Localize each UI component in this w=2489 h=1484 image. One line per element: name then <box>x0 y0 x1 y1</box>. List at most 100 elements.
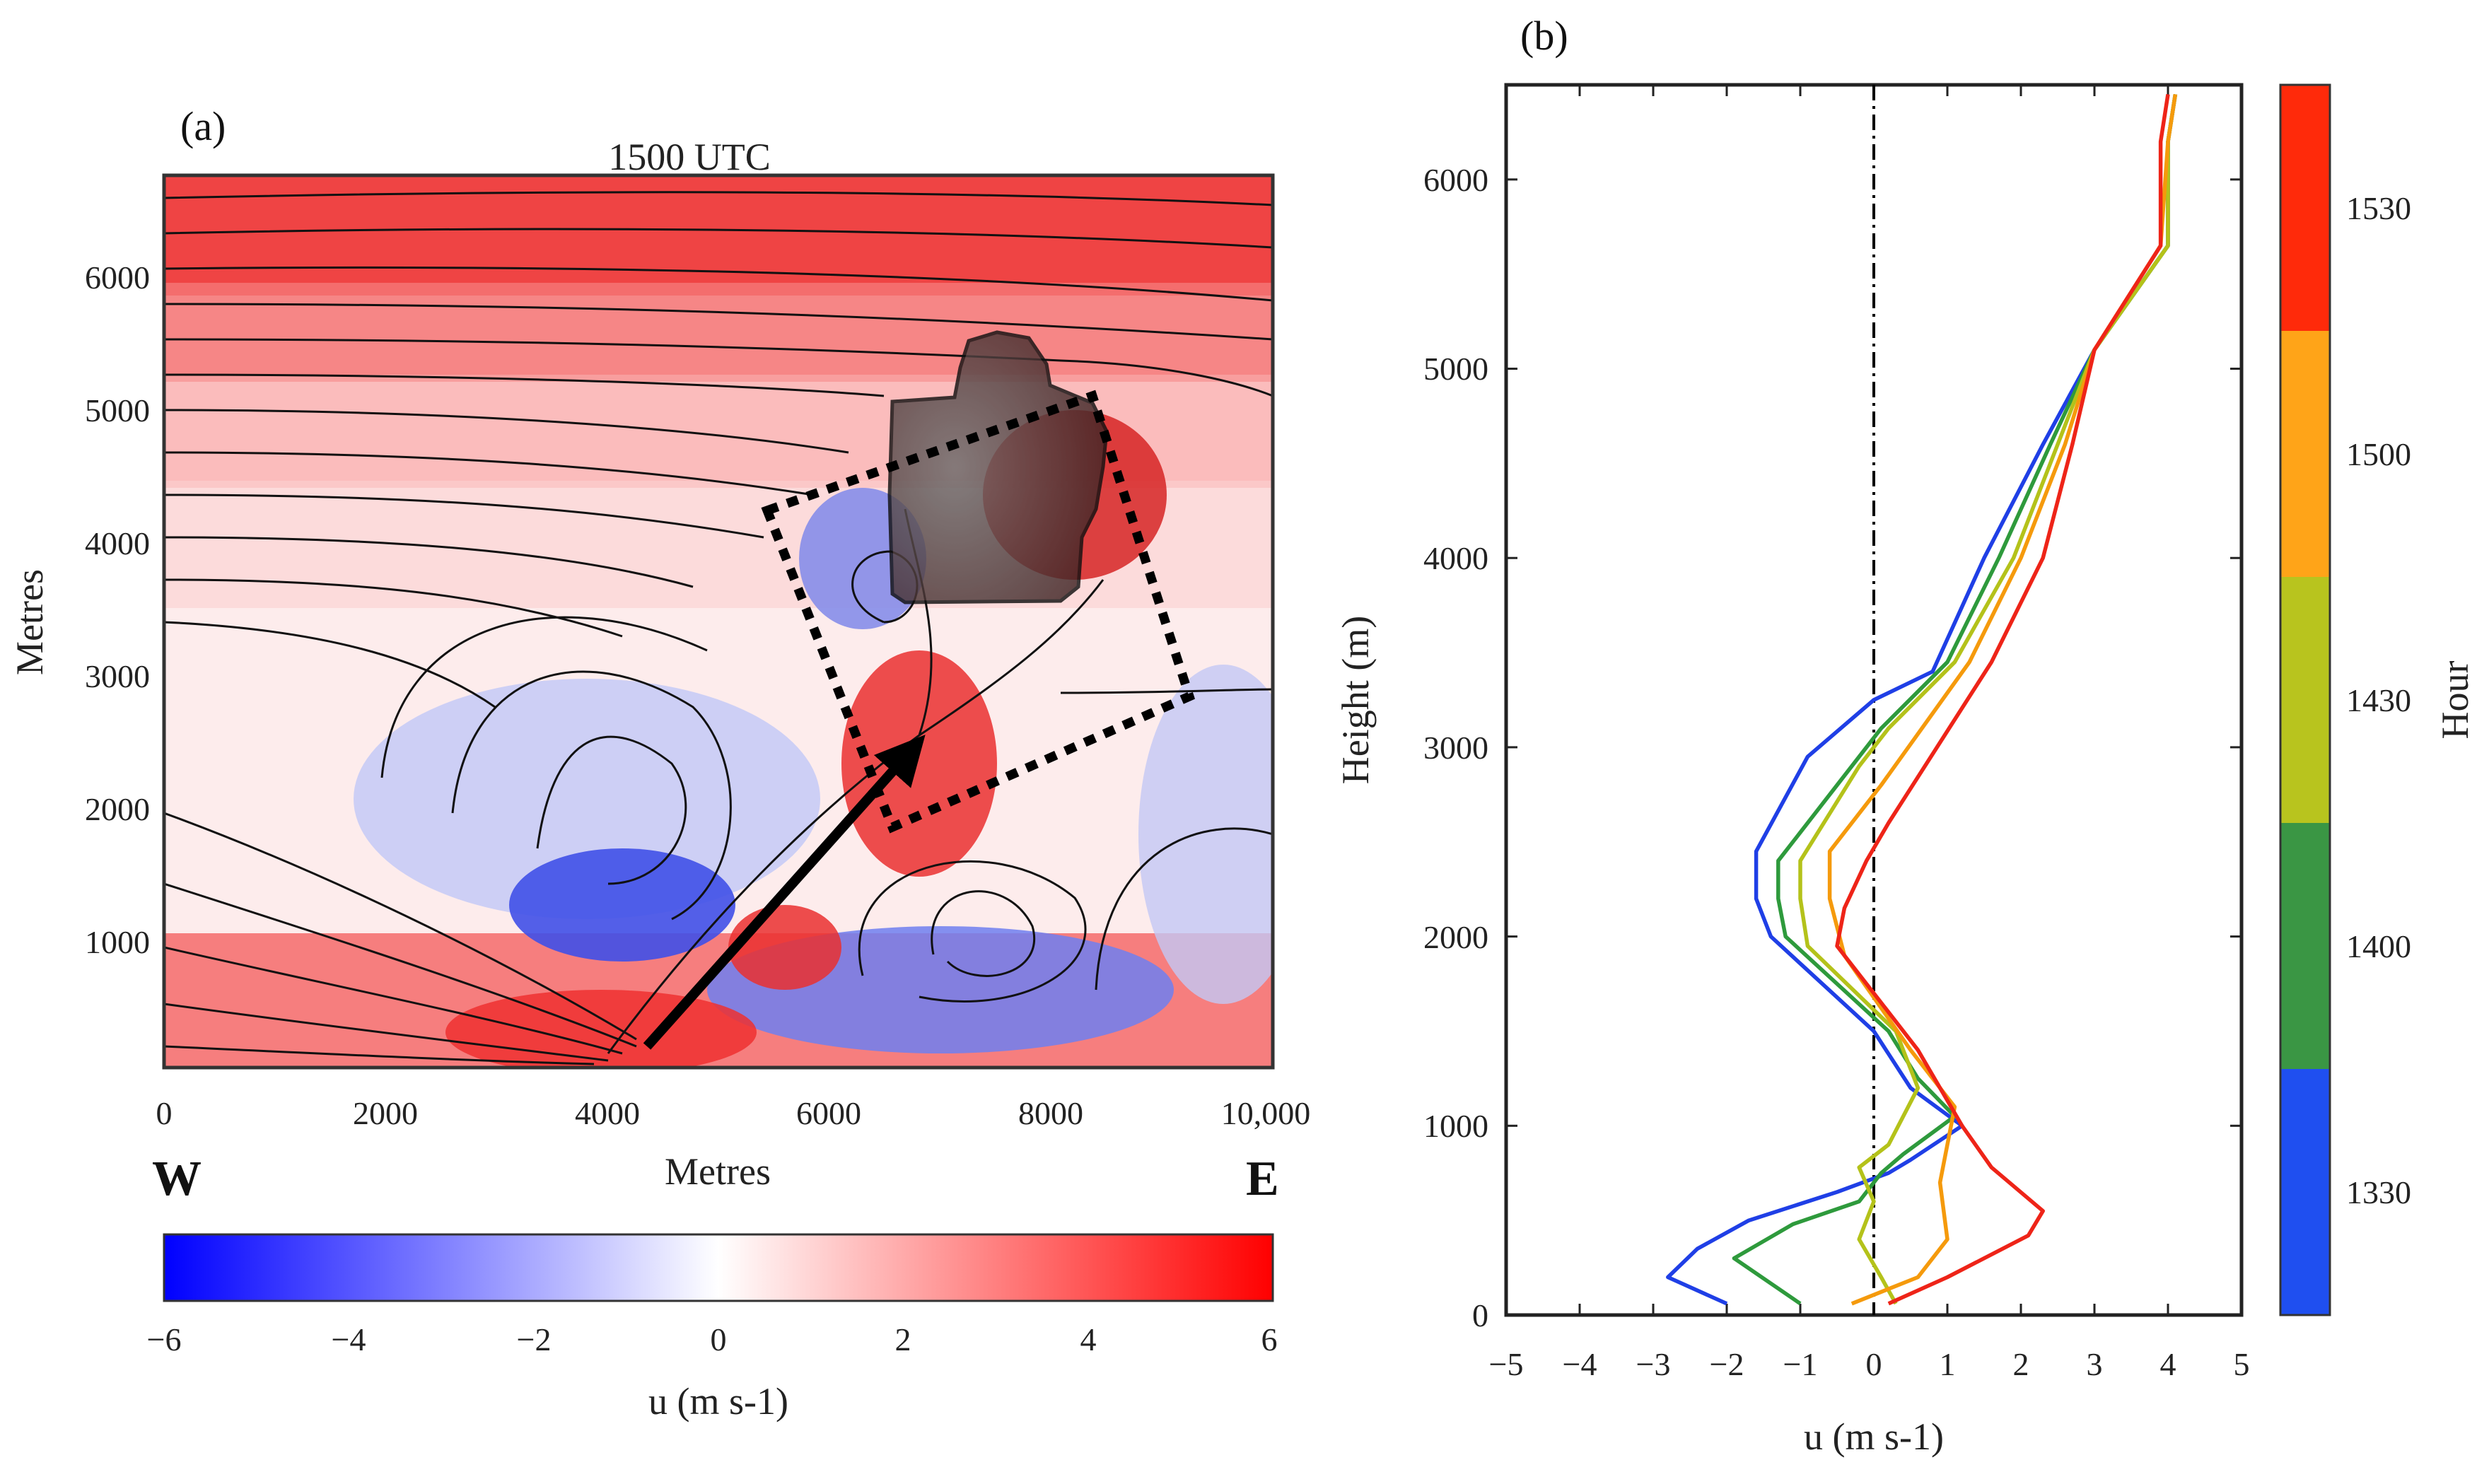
hour-band-1330 <box>2280 1069 2330 1315</box>
y-tick-label: 2000 <box>85 791 150 827</box>
y-tick-label: 6000 <box>1423 162 1488 198</box>
profile-line-1330 <box>1666 93 2178 1306</box>
u-colorbar <box>163 1233 1274 1302</box>
hour-band-1430 <box>2280 577 2330 823</box>
x-tick-label: 3 <box>2087 1346 2103 1382</box>
x-tick-label: 10,000 <box>1221 1095 1311 1131</box>
panel-a-frame <box>162 173 1275 1070</box>
x-tick-label: 5 <box>2234 1346 2250 1382</box>
x-tick-label: −5 <box>1489 1346 1524 1382</box>
hour-tick-label: 1330 <box>2346 1174 2411 1210</box>
panel-b-y-ticks: 0 1000 2000 3000 4000 5000 6000 <box>1423 162 1488 1333</box>
hour-colorbar-ticks: 1330 1400 1430 1500 1530 <box>2346 190 2411 1210</box>
x-tick-label: −4 <box>1563 1346 1597 1382</box>
panel-b-x-ticks: −5 −4 −3 −2 −1 0 1 2 3 4 5 <box>1489 1346 2250 1382</box>
blue-region-east <box>1138 665 1273 1004</box>
panel-b-y-label: Height (m) <box>1334 616 1377 784</box>
profile-line-1530 <box>1835 93 2170 1306</box>
hour-band-1400 <box>2280 823 2330 1069</box>
dashed-box <box>761 390 1195 834</box>
hour-tick-label: 1530 <box>2346 190 2411 226</box>
streamline <box>164 578 623 638</box>
streamline <box>164 228 1273 249</box>
y-tick-label: 3000 <box>1423 730 1488 766</box>
streamline <box>164 338 1273 397</box>
u-colorbar-label: u (m s-1) <box>648 1380 788 1422</box>
x-tick-label: 1 <box>1940 1346 1956 1382</box>
streamline <box>164 882 637 1048</box>
panel-a-y-ticks: 1000 2000 3000 4000 5000 6000 <box>85 259 150 960</box>
streamline <box>536 735 687 885</box>
updraft-arrow <box>643 735 926 1050</box>
hour-colorbar <box>2279 83 2331 1316</box>
streamline <box>931 890 1035 977</box>
y-tick-label: 5000 <box>85 392 150 428</box>
streamline <box>164 1003 609 1062</box>
u-colorbar-ticks: −6 −4 −2 0 2 4 6 <box>147 1321 1278 1357</box>
hour-colorbar-label: Hour <box>2434 660 2476 739</box>
y-tick-label: 6000 <box>85 259 150 296</box>
hour-tick-label: 1500 <box>2346 436 2411 472</box>
streamline <box>451 670 732 921</box>
x-tick-label: −1 <box>1783 1346 1818 1382</box>
panel-a-x-label: Metres <box>665 1150 771 1193</box>
colorbar-tick-label: −2 <box>517 1321 552 1357</box>
y-tick-label: 0 <box>1472 1297 1488 1333</box>
x-tick-label: 4000 <box>575 1095 640 1131</box>
streamline <box>164 536 694 588</box>
streamline <box>164 191 1273 206</box>
colorbar-tick-label: 0 <box>711 1321 727 1357</box>
west-label: W <box>152 1152 202 1206</box>
streamline <box>164 621 496 708</box>
profile-series <box>1666 93 2178 1306</box>
streamline <box>1095 827 1273 991</box>
panel-a-label: (a) <box>180 103 226 149</box>
x-tick-label: 0 <box>156 1095 173 1131</box>
panel-a-x-ticks: 0 2000 4000 6000 8000 10,000 <box>156 1095 1311 1131</box>
blue-region-west <box>354 679 820 919</box>
hour-tick-label: 1400 <box>2346 928 2411 964</box>
x-tick-label: 0 <box>1866 1346 1882 1382</box>
y-tick-label: 1000 <box>85 924 150 960</box>
x-tick-label: −3 <box>1636 1346 1671 1382</box>
streamline <box>1060 688 1273 694</box>
y-tick-label: 3000 <box>85 658 150 694</box>
colorbar-tick-label: 6 <box>1261 1321 1278 1357</box>
streamline <box>164 493 764 539</box>
x-tick-label: 6000 <box>796 1095 861 1131</box>
hour-band-1500 <box>2280 331 2330 577</box>
upper-jet-band <box>164 175 1273 296</box>
y-tick-label: 2000 <box>1423 919 1488 955</box>
streamline <box>164 812 637 1041</box>
x-tick-label: 8000 <box>1018 1095 1083 1131</box>
x-tick-label: −2 <box>1710 1346 1744 1382</box>
streamline <box>164 266 1273 302</box>
x-tick-label: 4 <box>2160 1346 2176 1382</box>
streamlines <box>164 191 1273 1065</box>
colorbar-tick-label: −4 <box>332 1321 366 1357</box>
y-tick-label: 4000 <box>1423 540 1488 576</box>
x-tick-label: 2000 <box>353 1095 418 1131</box>
colorbar-tick-label: 2 <box>895 1321 911 1357</box>
panel-a-title: 1500 UTC <box>608 136 771 178</box>
y-tick-label: 4000 <box>85 525 150 561</box>
colorbar-tick-label: −6 <box>147 1321 182 1357</box>
hour-colorbar-frame <box>2279 83 2331 1316</box>
colorbar-tick-label: 4 <box>1080 1321 1097 1357</box>
profile-line-1400 <box>1732 93 2178 1306</box>
panel-b-tick-marks <box>1505 85 2243 1316</box>
red-updraft-base <box>728 905 841 990</box>
streamline <box>858 860 1087 1003</box>
streamline <box>380 616 708 778</box>
y-tick-label: 1000 <box>1423 1108 1488 1144</box>
hour-band-1530 <box>2280 85 2330 331</box>
east-label: E <box>1246 1152 1279 1206</box>
streamline <box>164 946 623 1055</box>
x-tick-label: 2 <box>2013 1346 2029 1382</box>
hour-tick-label: 1430 <box>2346 682 2411 718</box>
streamline <box>164 303 1273 341</box>
blue-core-west <box>509 848 735 962</box>
streamline <box>164 451 814 496</box>
u-wind-field <box>164 175 1273 1068</box>
